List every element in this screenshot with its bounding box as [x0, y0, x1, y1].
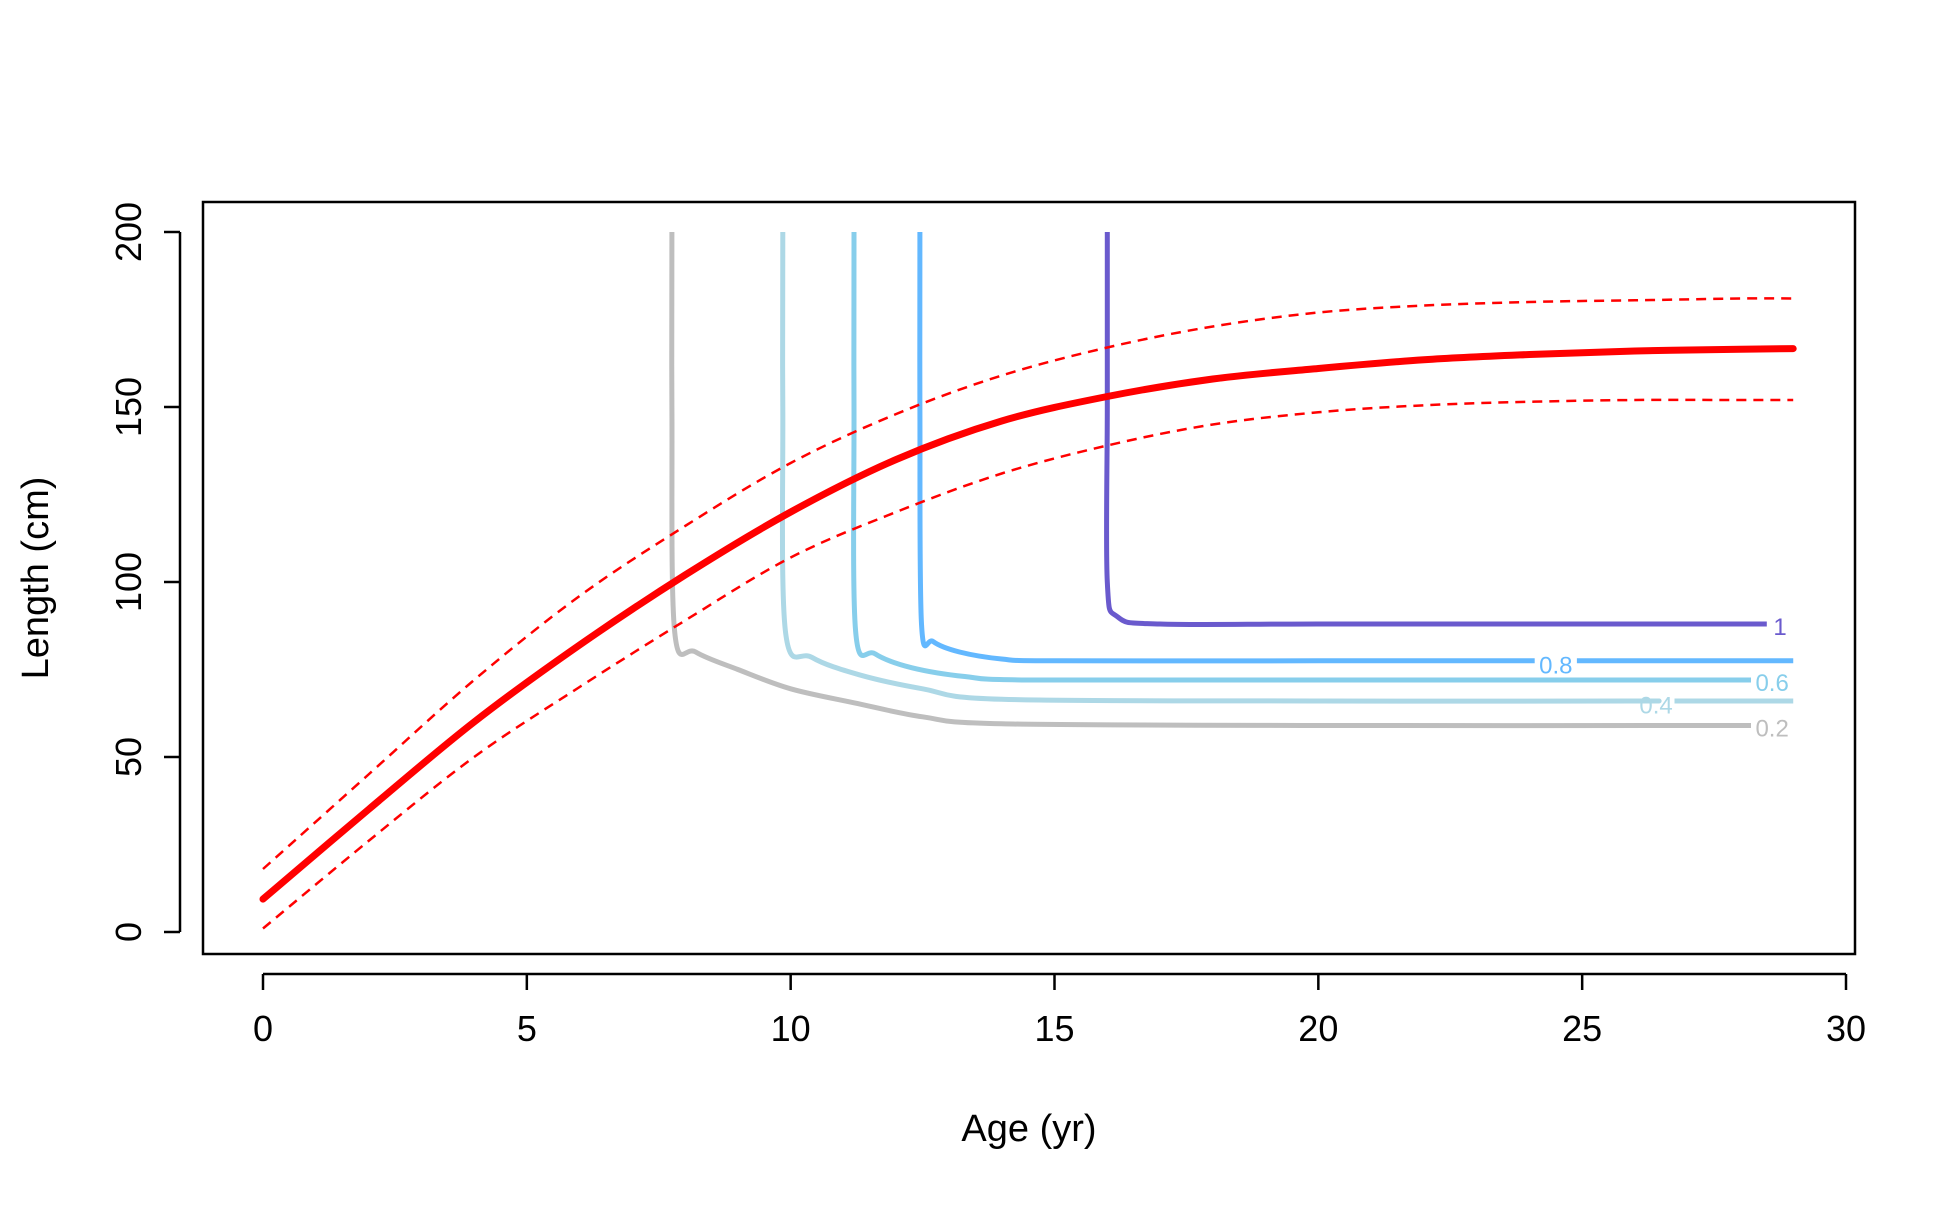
contour-line-0-6 — [851, 231, 1751, 683]
x-tick-label: 5 — [517, 1008, 537, 1049]
axes: 0 5 10 15 20 25 30 0 50 100 150 200 — [108, 202, 1866, 1049]
lower-bound-line — [262, 398, 1794, 930]
x-axis-label: Age (yr) — [961, 1108, 1096, 1150]
y-tick-label: 150 — [108, 377, 149, 437]
contour-label-0-6: 0.6 — [1755, 670, 1788, 697]
contour-label-0-8: 0.8 — [1539, 652, 1572, 679]
contour-line-1 — [1104, 231, 1767, 628]
plot-frame — [201, 200, 1857, 956]
x-tick-label: 15 — [1034, 1008, 1074, 1049]
contour-line-0-8 — [917, 231, 1535, 664]
x-tick-label: 30 — [1826, 1008, 1866, 1049]
plot-marks: 1 0.8 0.6 0.4 0.2 — [259, 231, 1797, 930]
y-tick-label: 50 — [108, 737, 149, 777]
x-tick-label: 0 — [253, 1008, 273, 1049]
x-tick-label: 20 — [1298, 1008, 1338, 1049]
contour-label-1: 1 — [1773, 614, 1786, 641]
contour-line-0-2 — [669, 231, 1752, 729]
upper-bound-line — [262, 297, 1794, 870]
y-axis-label: Length (cm) — [15, 477, 57, 680]
y-tick-label: 100 — [108, 552, 149, 612]
y-tick-label: 0 — [108, 922, 149, 942]
growth-curve-line — [259, 345, 1797, 903]
contour-line-0-4 — [779, 231, 1662, 704]
x-tick-label: 25 — [1562, 1008, 1602, 1049]
x-tick-label: 10 — [771, 1008, 811, 1049]
contour-label-0-4: 0.4 — [1639, 693, 1672, 720]
contour-label-0-2: 0.2 — [1755, 715, 1788, 742]
y-tick-label: 200 — [108, 202, 149, 262]
